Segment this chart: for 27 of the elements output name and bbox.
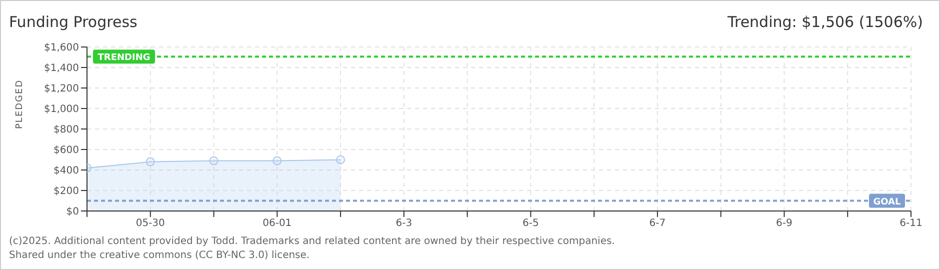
x-tick-label: 6-5: [522, 218, 539, 230]
y-tick-label: $200: [54, 186, 79, 198]
x-tick-label: 6-3: [396, 218, 412, 230]
y-tick-label: $400: [54, 166, 79, 177]
y-axis-title: PLEDGED: [15, 79, 26, 129]
point: [209, 156, 218, 166]
y-tick-label: $1,600: [44, 42, 79, 54]
y-tick-label: $800: [54, 124, 79, 136]
ref-line-label: GOAL: [873, 197, 902, 208]
x-tick-label: 6-9: [776, 218, 792, 230]
point: [336, 155, 346, 164]
x-tick-label: 6-11: [900, 218, 922, 230]
text: Trending: $1,506 (1506%): [728, 13, 923, 31]
y-tick-label: $0: [66, 206, 79, 218]
y-tick-label: $1,000: [44, 104, 79, 116]
x-tick-label: 05-30: [136, 218, 165, 230]
text: Shared under the creative commons (CC BY-NC 3.0) license.: [9, 249, 311, 263]
text: (c)2025. Additional content provided by Todd. Trademarks and related content are owned by their respective companies.: [9, 235, 615, 249]
point: [272, 156, 282, 166]
y-tick-label: $600: [54, 145, 79, 156]
chart-title: Funding Progress: [9, 13, 138, 31]
y-tick-label: $1,400: [44, 63, 79, 74]
x-tick-label: 06-01: [262, 218, 292, 230]
y-tick-label: $1,200: [44, 84, 79, 95]
ref-line-label: TRENDING: [98, 53, 150, 64]
x-tick-label: 6-7: [649, 218, 666, 230]
point: [146, 157, 155, 166]
